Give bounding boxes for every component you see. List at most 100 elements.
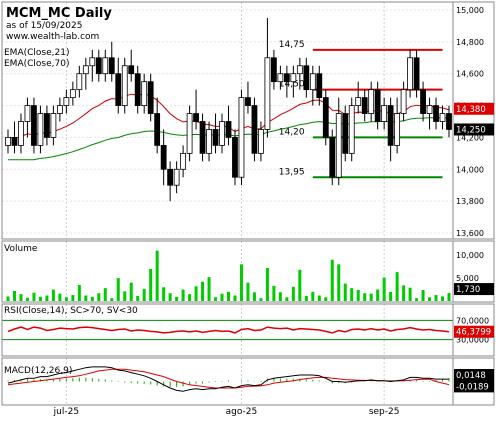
candle-down [413, 57, 420, 91]
volume-bar [239, 264, 243, 301]
volume-bar [252, 292, 256, 301]
candle-up [296, 65, 303, 75]
candle-up [439, 113, 446, 122]
candle-up [180, 152, 187, 170]
volume-bar [402, 285, 406, 301]
volume-bar [343, 283, 347, 301]
candle-down [154, 113, 161, 146]
as-of-date: as of 15/09/2025 [6, 21, 82, 31]
candle-down [167, 168, 174, 186]
rsi-last-badge: 46,3799 [456, 328, 491, 338]
volume-bar [149, 268, 153, 301]
volume-bar [304, 295, 308, 301]
volume-y-tick-label: 10,000 [456, 251, 484, 260]
macd-line [7, 366, 449, 392]
volume-bar [337, 264, 341, 301]
macd-signal-last-badge: -0,0189 [456, 382, 489, 392]
candle-down [108, 57, 115, 75]
ema-fast-label: EMA(Close,21) [4, 48, 69, 58]
candle-up [63, 97, 70, 106]
candle-up [264, 57, 271, 130]
volume-bar [441, 296, 445, 301]
volume-bar [123, 291, 127, 301]
candle-up [335, 113, 342, 178]
volume-bar [12, 290, 16, 301]
volume-bar [220, 293, 224, 301]
volume-last-badge-bg [454, 283, 494, 296]
candle-down [160, 144, 167, 170]
volume-bar [285, 297, 289, 301]
candle-down [212, 129, 219, 146]
candle-down [251, 105, 258, 154]
candle-up [381, 105, 388, 122]
candle-up [368, 89, 375, 114]
volume-bar [415, 298, 419, 301]
macd-last-badge: 0,0148 [456, 371, 486, 381]
volume-bar [71, 295, 75, 301]
candle-up [56, 105, 63, 114]
candle-down [11, 137, 18, 146]
volume-bar [25, 297, 29, 301]
candle-up [82, 65, 89, 75]
volume-bar [278, 292, 282, 301]
candle-up [69, 89, 76, 99]
site-label: www.wealth-lab.com [6, 32, 99, 42]
volume-bar [214, 297, 218, 301]
price-y-tick-label: 14,800 [456, 38, 484, 47]
candle-down [31, 105, 37, 146]
candle-up [348, 105, 355, 154]
candle-down [225, 121, 232, 138]
volume-bar [6, 296, 10, 301]
candle-down [433, 105, 439, 122]
volume-bar [194, 286, 198, 301]
candle-up [141, 81, 148, 106]
candle-down [95, 57, 102, 75]
rsi-y-tick-label: 30,0000 [456, 336, 489, 345]
volume-bar [265, 268, 269, 301]
volume-bar [207, 277, 211, 301]
volume-bar [330, 259, 334, 301]
volume-bar [246, 282, 250, 301]
candle-up [309, 73, 316, 91]
volume-bar [19, 294, 23, 301]
volume-bar [317, 295, 321, 301]
volume-bar [369, 293, 373, 301]
macd-last-badge-bg [454, 369, 494, 381]
candle-up [355, 97, 362, 106]
candle-down [134, 73, 141, 106]
volume-bar [45, 295, 49, 301]
chart-title: MCM_MC Daily [6, 6, 112, 21]
volume-bar [103, 288, 107, 301]
macd-signal-last-badge-bg [454, 380, 494, 393]
level-label: 14,75 [279, 40, 305, 50]
volume-bar [84, 295, 88, 301]
panel-frame-price [1, 1, 495, 240]
volume-bar [291, 286, 295, 301]
volume-bar [188, 294, 192, 301]
candle-up [102, 57, 109, 75]
rsi-layer [2, 319, 453, 341]
candle-up [76, 73, 83, 91]
candles-layer [5, 17, 452, 202]
volume-bar [32, 292, 36, 301]
rsi-y-tick-label: 70,0000 [456, 316, 489, 325]
volume-bar [162, 287, 166, 301]
volume-bar [382, 277, 386, 301]
volume-bar [376, 289, 380, 301]
candle-down [316, 73, 323, 99]
level-label: 13,95 [279, 167, 305, 177]
volume-bar [155, 250, 159, 301]
candle-down [199, 121, 206, 154]
macd-title: MACD(12,26,9) [4, 366, 72, 376]
price-y-tick-label: 14,000 [456, 165, 484, 174]
candle-up [121, 65, 128, 106]
candle-down [420, 89, 426, 114]
macd-layer [7, 366, 450, 392]
candle-up [277, 73, 284, 83]
volume-last-badge: 1,730 [456, 285, 480, 295]
volume-bar [395, 272, 399, 301]
volume-bar [428, 297, 432, 301]
volume-bar [201, 281, 205, 301]
